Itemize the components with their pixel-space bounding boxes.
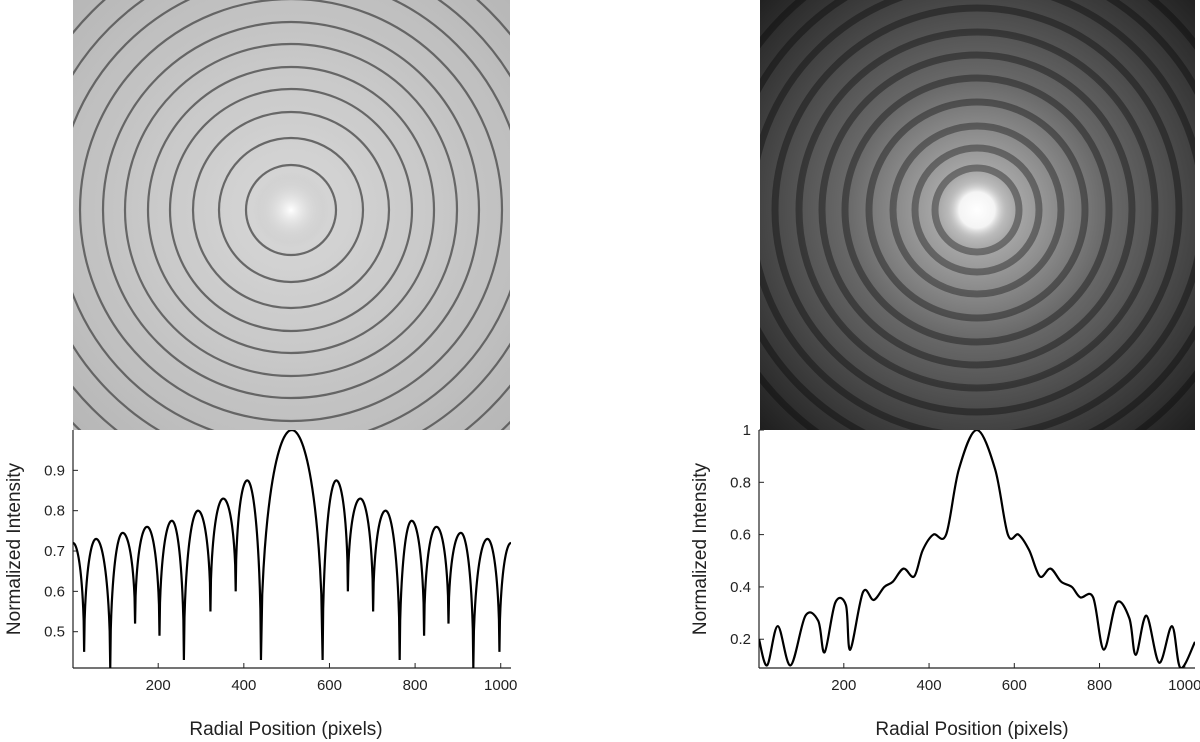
left-x-axis-label: Radial Position (pixels) [189, 719, 382, 740]
x-tick-label: 600 [317, 677, 342, 694]
ring-3 [889, 122, 1065, 298]
y-tick-label: 0.6 [44, 583, 65, 600]
ring-6 [123, 42, 459, 378]
right-center-spot [947, 180, 1007, 240]
y-tick-label: 1 [743, 422, 751, 439]
right-x-axis-label: Radial Position (pixels) [875, 719, 1068, 740]
x-tick-label: 1000 [484, 677, 517, 694]
y-tick-label: 0.9 [44, 462, 65, 479]
ring-1 [244, 163, 338, 257]
left-profile-plot: 200 400 600 800 1000 0.5 0.6 0.7 0.8 0.9 Radial P… [4, 430, 517, 740]
ring-1 [931, 164, 1023, 256]
left-ticks: 200 400 600 800 1000 0.5 0.6 0.7 0.8 0.9 [44, 462, 517, 694]
x-tick-label: 400 [231, 677, 256, 694]
left-rings [73, 0, 510, 430]
ring-8 [78, 0, 504, 423]
ring-4 [168, 87, 414, 333]
y-tick-label: 0.8 [730, 474, 751, 491]
ring-5 [146, 65, 436, 355]
x-tick-label: 400 [917, 677, 942, 694]
left-fringe-image [73, 0, 510, 430]
x-tick-label: 200 [831, 677, 856, 694]
ring-5 [841, 74, 1113, 346]
left-center-spot [253, 172, 329, 248]
ring-6 [818, 51, 1136, 369]
right-y-axis-label: Normalized Intensity [690, 462, 711, 635]
left-y-axis-label: Normalized Intensity [4, 462, 25, 635]
left-profile-line [73, 430, 511, 668]
right-profile-line [759, 430, 1195, 668]
right-fringe-image [760, 0, 1195, 430]
ring-3 [191, 110, 391, 310]
y-tick-label: 0.7 [44, 543, 65, 560]
ring-2 [911, 144, 1043, 276]
ring-7 [101, 20, 481, 400]
x-tick-label: 200 [146, 677, 171, 694]
x-tick-label: 1000 [1168, 677, 1200, 694]
ring-8 [771, 4, 1183, 416]
y-tick-label: 0.5 [44, 624, 65, 641]
ring-7 [795, 28, 1159, 392]
x-tick-label: 800 [403, 677, 428, 694]
y-tick-label: 0.4 [730, 579, 751, 596]
x-tick-label: 600 [1002, 677, 1027, 694]
y-tick-label: 0.2 [730, 631, 751, 648]
right-profile-plot: 200 400 600 800 1000 0.2 0.4 0.6 0.8 1 Radial Pos… [690, 422, 1200, 740]
x-tick-label: 800 [1087, 677, 1112, 694]
right-ticks: 200 400 600 800 1000 0.2 0.4 0.6 0.8 1 [730, 422, 1200, 694]
ring-2 [217, 136, 365, 284]
y-tick-label: 0.8 [44, 503, 65, 520]
ring-4 [865, 98, 1089, 322]
right-rings [760, 0, 1195, 430]
y-tick-label: 0.6 [730, 527, 751, 544]
